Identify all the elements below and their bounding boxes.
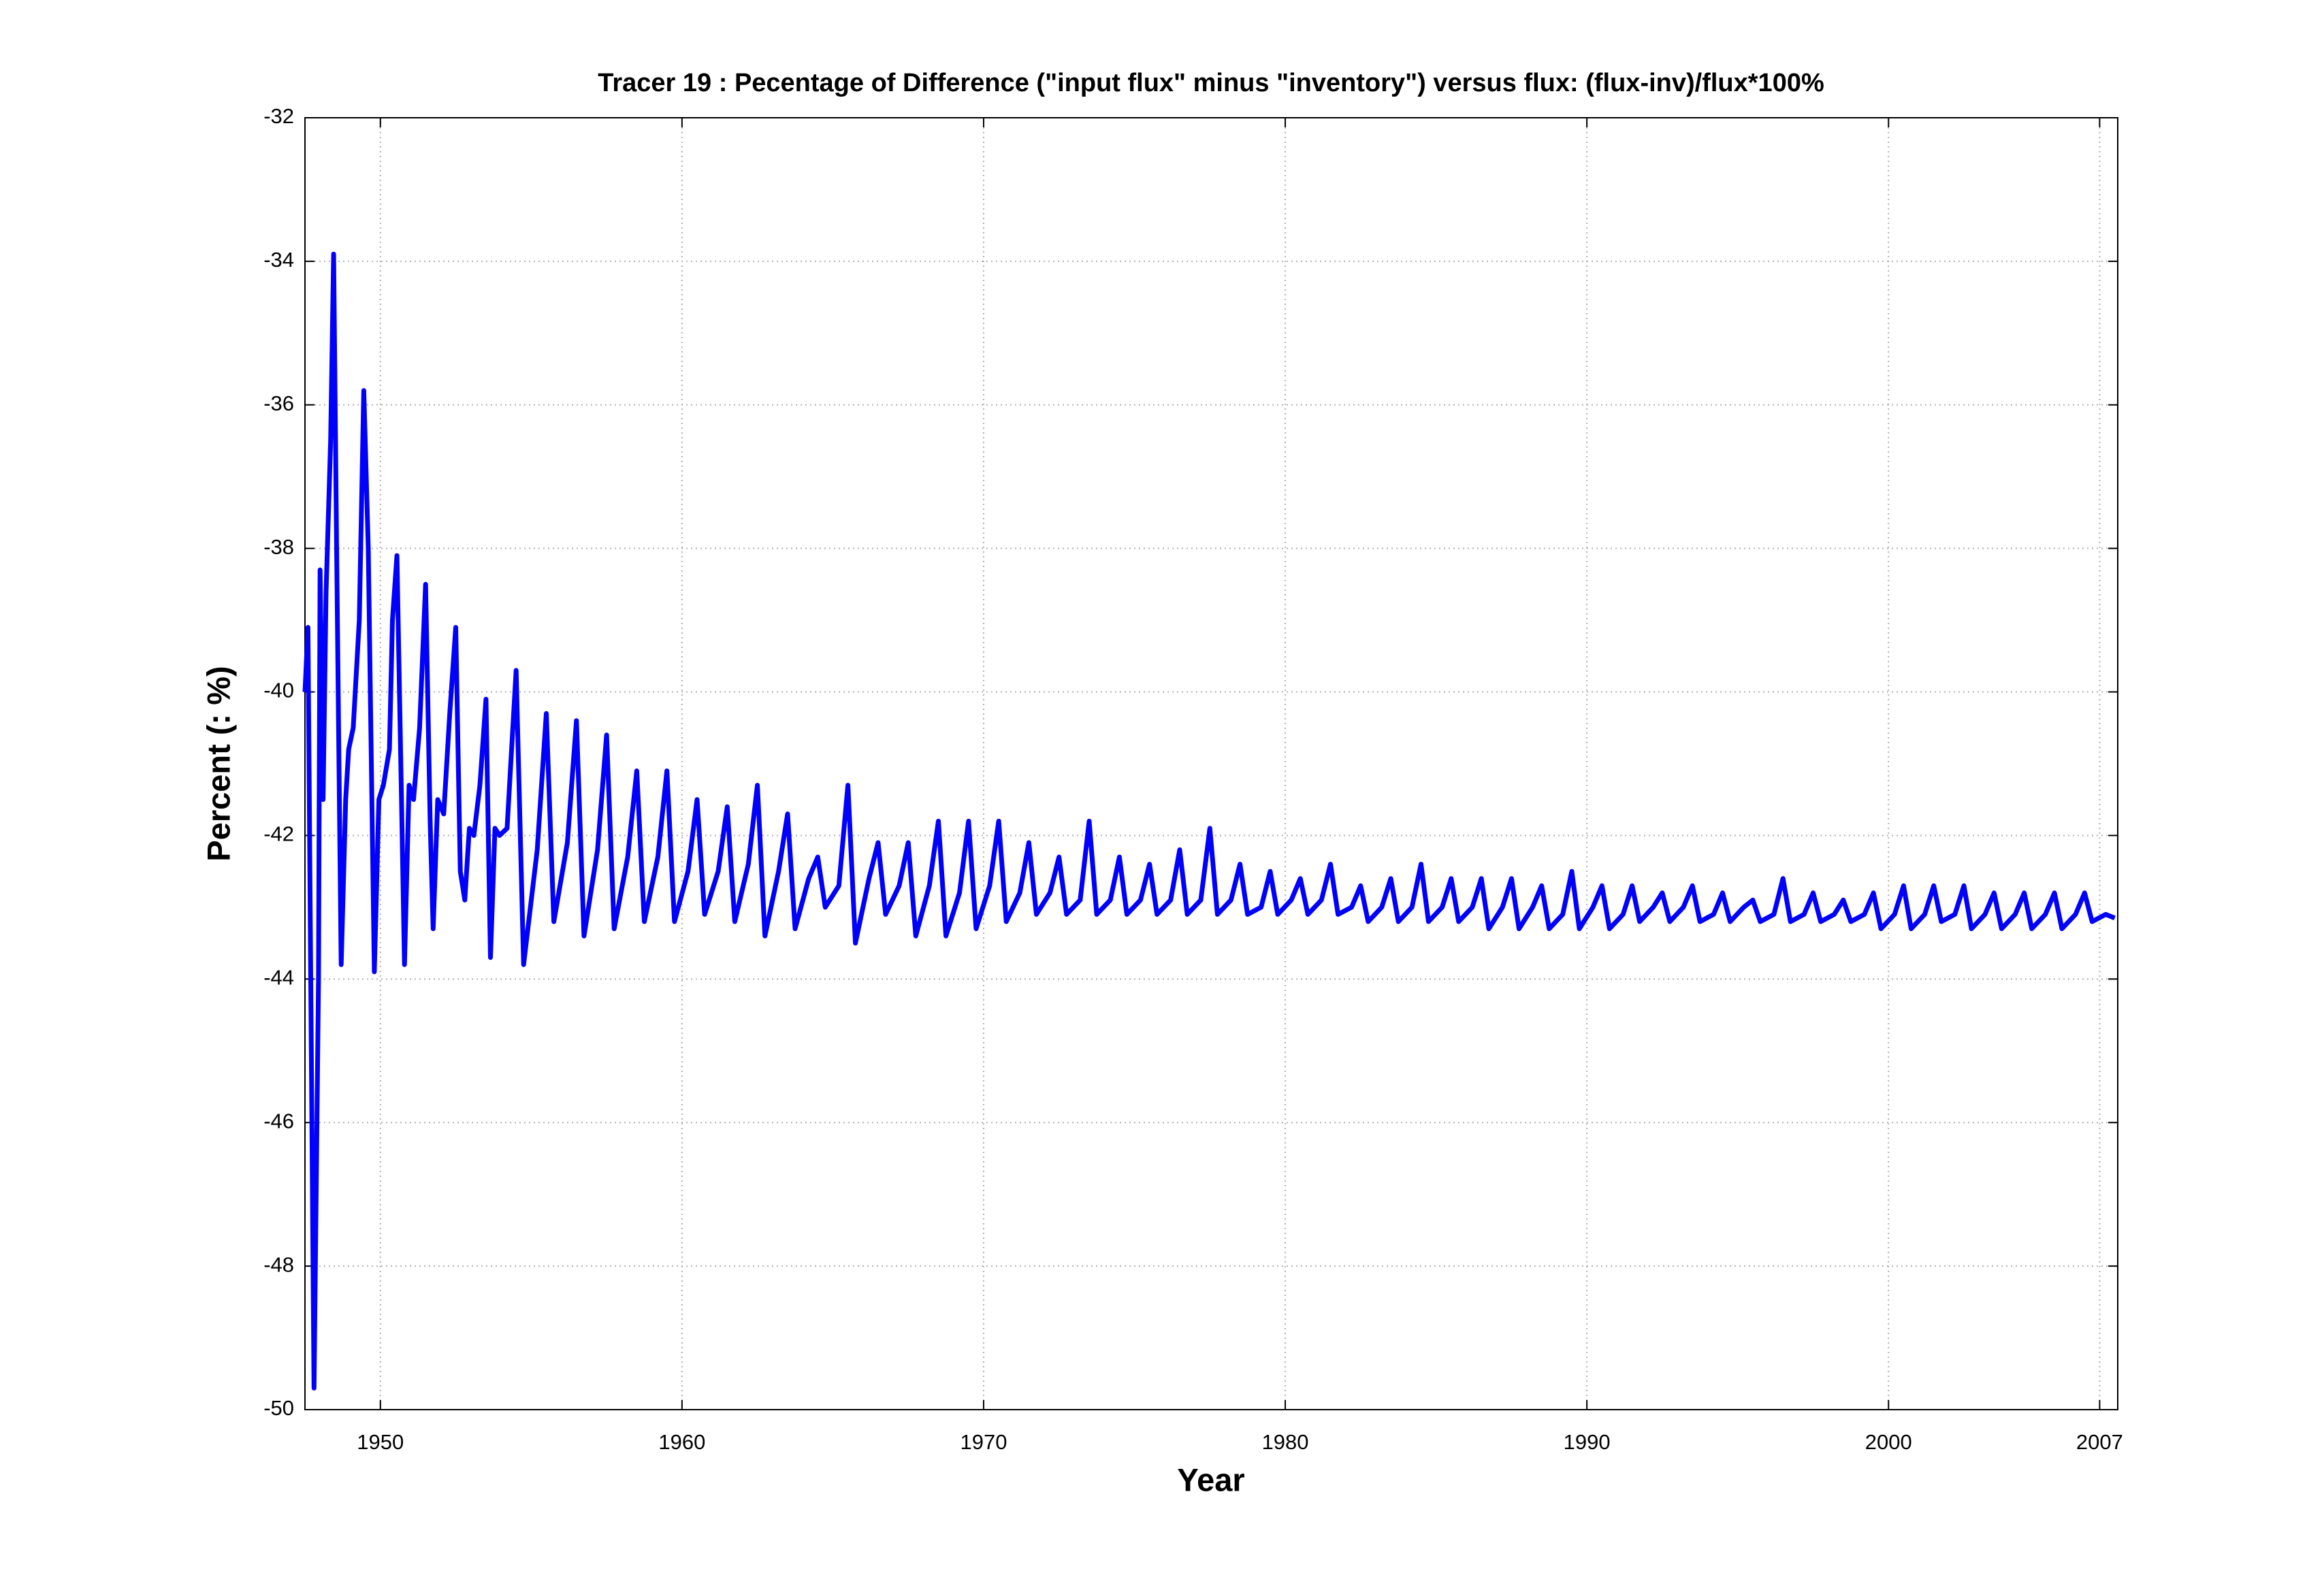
y-tick-label: -42 xyxy=(263,822,294,846)
y-tick-label: -36 xyxy=(263,391,294,415)
chart-title: Tracer 19 : Pecentage of Difference ("in… xyxy=(598,69,1824,97)
x-tick-label: 1950 xyxy=(357,1430,404,1454)
x-tick-label: 1980 xyxy=(1262,1430,1309,1454)
y-tick-label: -32 xyxy=(263,104,294,128)
y-tick-label: -34 xyxy=(263,248,294,272)
x-tick-label: 2007 xyxy=(2076,1430,2123,1454)
y-tick-label: -38 xyxy=(263,535,294,559)
x-tick-label: 1990 xyxy=(1564,1430,1611,1454)
y-axis-label: Percent (: %) xyxy=(200,666,236,861)
y-tick-label: -46 xyxy=(263,1109,294,1133)
y-tick-label: -48 xyxy=(263,1252,294,1276)
x-tick-label: 1970 xyxy=(960,1430,1007,1454)
y-tick-label: -40 xyxy=(263,679,294,702)
plot-frame xyxy=(304,117,2118,1410)
x-tick-label: 2000 xyxy=(1865,1430,1912,1454)
x-tick-label: 1960 xyxy=(658,1430,705,1454)
y-tick-label: -50 xyxy=(263,1396,294,1420)
x-axis-label: Year xyxy=(1177,1461,1244,1497)
data-line xyxy=(302,251,2116,1391)
y-tick-label: -44 xyxy=(263,966,294,990)
